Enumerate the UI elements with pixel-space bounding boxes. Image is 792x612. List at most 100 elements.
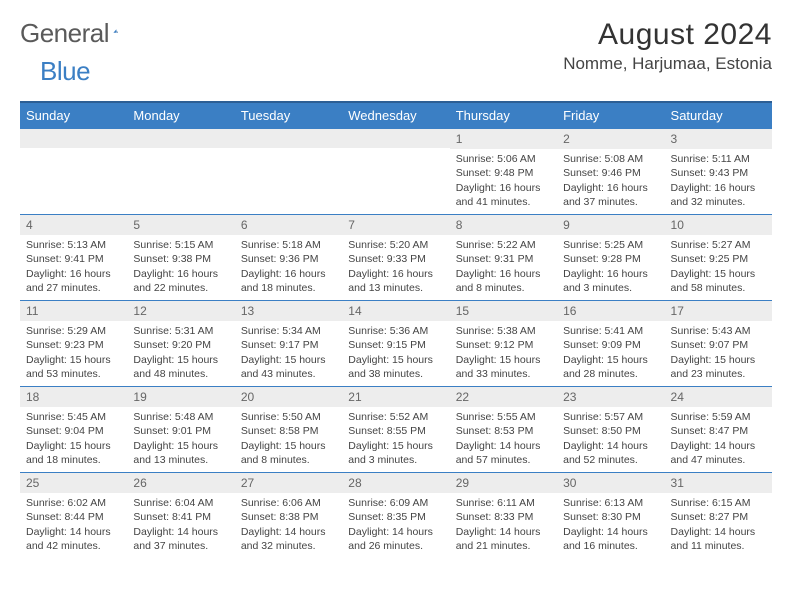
calendar-day-cell: 13Sunrise: 5:34 AMSunset: 9:17 PMDayligh…	[235, 301, 342, 387]
calendar-day-cell: 29Sunrise: 6:11 AMSunset: 8:33 PMDayligh…	[450, 473, 557, 559]
day-details: Sunrise: 5:08 AMSunset: 9:46 PMDaylight:…	[557, 152, 664, 213]
weekday-header: Tuesday	[235, 102, 342, 129]
day-number: 22	[450, 387, 557, 407]
daynum-empty	[342, 129, 449, 148]
day-number: 17	[665, 301, 772, 321]
day-details: Sunrise: 5:55 AMSunset: 8:53 PMDaylight:…	[450, 410, 557, 471]
day-details: Sunrise: 6:09 AMSunset: 8:35 PMDaylight:…	[342, 496, 449, 557]
calendar-day-cell: 11Sunrise: 5:29 AMSunset: 9:23 PMDayligh…	[20, 301, 127, 387]
day-details: Sunrise: 5:27 AMSunset: 9:25 PMDaylight:…	[665, 238, 772, 299]
weekday-header: Thursday	[450, 102, 557, 129]
day-details: Sunrise: 5:48 AMSunset: 9:01 PMDaylight:…	[127, 410, 234, 471]
day-details: Sunrise: 5:45 AMSunset: 9:04 PMDaylight:…	[20, 410, 127, 471]
day-number: 3	[665, 129, 772, 149]
calendar-day-cell: 7 Sunrise: 5:20 AMSunset: 9:33 PMDaylight…	[342, 215, 449, 301]
day-number: 31	[665, 473, 772, 493]
calendar-day-cell: 6Sunrise: 5:18 AMSunset: 9:36 PMDaylight…	[235, 215, 342, 301]
weekday-header: Saturday	[665, 102, 772, 129]
day-number: 12	[127, 301, 234, 321]
calendar-day-cell: 9 Sunrise: 5:25 AMSunset: 9:28 PMDaylight…	[557, 215, 664, 301]
day-details: Sunrise: 5:13 AMSunset: 9:41 PMDaylight:…	[20, 238, 127, 299]
day-number: 23	[557, 387, 664, 407]
day-number: 14	[342, 301, 449, 321]
calendar-header-row: SundayMondayTuesdayWednesdayThursdayFrid…	[20, 102, 772, 129]
calendar-day-cell: 4 Sunrise: 5:13 AMSunset: 9:41 PMDaylight…	[20, 215, 127, 301]
calendar-day-cell: 19 Sunrise: 5:48 AMSunset: 9:01 PMDayligh…	[127, 387, 234, 473]
day-number: 4	[20, 215, 127, 235]
day-number: 18	[20, 387, 127, 407]
day-number: 25	[20, 473, 127, 493]
day-details: Sunrise: 5:59 AMSunset: 8:47 PMDaylight:…	[665, 410, 772, 471]
day-details: Sunrise: 5:41 AMSunset: 9:09 PMDaylight:…	[557, 324, 664, 385]
day-number: 16	[557, 301, 664, 321]
calendar-day-cell: 20 Sunrise: 5:50 AMSunset: 8:58 PMDayligh…	[235, 387, 342, 473]
calendar-day-cell	[127, 129, 234, 215]
calendar-day-cell: 26Sunrise: 6:04 AMSunset: 8:41 PMDayligh…	[127, 473, 234, 559]
calendar-day-cell	[20, 129, 127, 215]
day-number: 19	[127, 387, 234, 407]
day-number: 20	[235, 387, 342, 407]
calendar-week-row: 11Sunrise: 5:29 AMSunset: 9:23 PMDayligh…	[20, 301, 772, 387]
page-title: August 2024	[563, 18, 772, 52]
day-number: 27	[235, 473, 342, 493]
daynum-empty	[127, 129, 234, 148]
calendar-day-cell: 17Sunrise: 5:43 AMSunset: 9:07 PMDayligh…	[665, 301, 772, 387]
calendar-day-cell: 2Sunrise: 5:08 AMSunset: 9:46 PMDaylight…	[557, 129, 664, 215]
day-details: Sunrise: 5:57 AMSunset: 8:50 PMDaylight:…	[557, 410, 664, 471]
calendar-day-cell: 27 Sunrise: 6:06 AMSunset: 8:38 PMDayligh…	[235, 473, 342, 559]
title-block: August 2024 Nomme, Harjumaa, Estonia	[563, 18, 772, 74]
day-details: Sunrise: 5:22 AMSunset: 9:31 PMDaylight:…	[450, 238, 557, 299]
calendar-body: 1 Sunrise: 5:06 AMSunset: 9:48 PMDaylight…	[20, 129, 772, 559]
logo-sail-icon	[113, 20, 118, 42]
logo: General	[20, 18, 141, 49]
day-details: Sunrise: 5:20 AMSunset: 9:33 PMDaylight:…	[342, 238, 449, 299]
day-number: 24	[665, 387, 772, 407]
logo-text-2: Blue	[40, 56, 90, 87]
calendar-week-row: 18 Sunrise: 5:45 AMSunset: 9:04 PMDayligh…	[20, 387, 772, 473]
weekday-header: Wednesday	[342, 102, 449, 129]
calendar-day-cell: 18 Sunrise: 5:45 AMSunset: 9:04 PMDayligh…	[20, 387, 127, 473]
daynum-empty	[20, 129, 127, 148]
calendar-week-row: 1 Sunrise: 5:06 AMSunset: 9:48 PMDaylight…	[20, 129, 772, 215]
calendar-day-cell: 31Sunrise: 6:15 AMSunset: 8:27 PMDayligh…	[665, 473, 772, 559]
location: Nomme, Harjumaa, Estonia	[563, 54, 772, 74]
calendar-day-cell: 28 Sunrise: 6:09 AMSunset: 8:35 PMDayligh…	[342, 473, 449, 559]
calendar-day-cell: 22 Sunrise: 5:55 AMSunset: 8:53 PMDayligh…	[450, 387, 557, 473]
logo-text-1: General	[20, 18, 109, 49]
day-details: Sunrise: 5:36 AMSunset: 9:15 PMDaylight:…	[342, 324, 449, 385]
day-number: 7	[342, 215, 449, 235]
day-number: 29	[450, 473, 557, 493]
calendar-day-cell: 30 Sunrise: 6:13 AMSunset: 8:30 PMDayligh…	[557, 473, 664, 559]
day-details: Sunrise: 6:13 AMSunset: 8:30 PMDaylight:…	[557, 496, 664, 557]
day-number: 13	[235, 301, 342, 321]
calendar-day-cell: 5Sunrise: 5:15 AMSunset: 9:38 PMDaylight…	[127, 215, 234, 301]
day-details: Sunrise: 5:52 AMSunset: 8:55 PMDaylight:…	[342, 410, 449, 471]
weekday-header: Sunday	[20, 102, 127, 129]
day-details: Sunrise: 6:06 AMSunset: 8:38 PMDaylight:…	[235, 496, 342, 557]
weekday-header: Monday	[127, 102, 234, 129]
calendar-day-cell: 16 Sunrise: 5:41 AMSunset: 9:09 PMDayligh…	[557, 301, 664, 387]
day-number: 8	[450, 215, 557, 235]
day-number: 15	[450, 301, 557, 321]
day-details: Sunrise: 5:11 AMSunset: 9:43 PMDaylight:…	[665, 152, 772, 213]
calendar-day-cell: 1 Sunrise: 5:06 AMSunset: 9:48 PMDaylight…	[450, 129, 557, 215]
calendar-week-row: 25 Sunrise: 6:02 AMSunset: 8:44 PMDayligh…	[20, 473, 772, 559]
day-number: 28	[342, 473, 449, 493]
day-details: Sunrise: 6:02 AMSunset: 8:44 PMDaylight:…	[20, 496, 127, 557]
day-number: 21	[342, 387, 449, 407]
calendar-day-cell: 10Sunrise: 5:27 AMSunset: 9:25 PMDayligh…	[665, 215, 772, 301]
day-number: 5	[127, 215, 234, 235]
day-details: Sunrise: 5:29 AMSunset: 9:23 PMDaylight:…	[20, 324, 127, 385]
day-details: Sunrise: 5:50 AMSunset: 8:58 PMDaylight:…	[235, 410, 342, 471]
day-number: 1	[450, 129, 557, 149]
calendar-day-cell: 12Sunrise: 5:31 AMSunset: 9:20 PMDayligh…	[127, 301, 234, 387]
day-number: 9	[557, 215, 664, 235]
day-details: Sunrise: 6:04 AMSunset: 8:41 PMDaylight:…	[127, 496, 234, 557]
calendar-week-row: 4 Sunrise: 5:13 AMSunset: 9:41 PMDaylight…	[20, 215, 772, 301]
calendar-day-cell: 24 Sunrise: 5:59 AMSunset: 8:47 PMDayligh…	[665, 387, 772, 473]
calendar-day-cell	[235, 129, 342, 215]
day-details: Sunrise: 5:06 AMSunset: 9:48 PMDaylight:…	[450, 152, 557, 213]
day-details: Sunrise: 5:38 AMSunset: 9:12 PMDaylight:…	[450, 324, 557, 385]
day-number: 30	[557, 473, 664, 493]
day-details: Sunrise: 5:25 AMSunset: 9:28 PMDaylight:…	[557, 238, 664, 299]
